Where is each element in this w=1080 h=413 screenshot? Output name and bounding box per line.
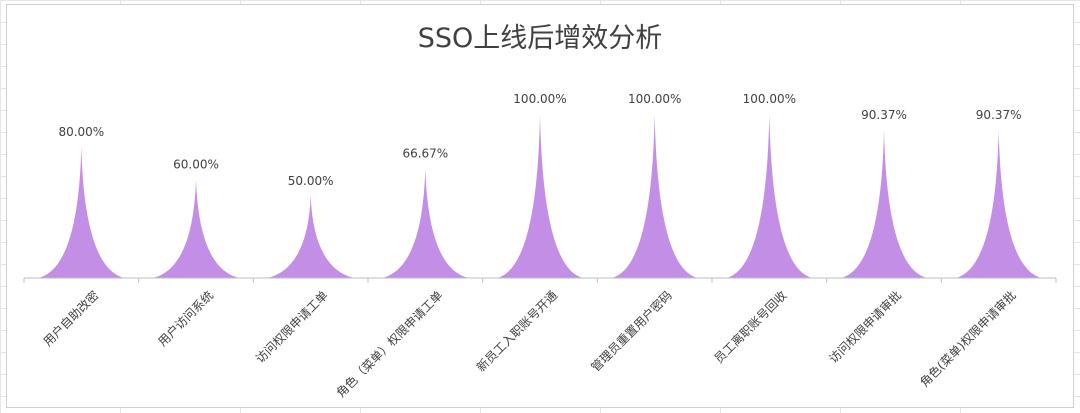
data-label: 90.37% <box>976 108 1022 122</box>
category-label: 访问权限申请工单 <box>253 288 331 366</box>
peak-bar[interactable] <box>38 146 125 278</box>
category-label: 访问权限申请审批 <box>826 288 904 366</box>
peak-series <box>38 114 1042 278</box>
peak-bar[interactable] <box>726 114 813 278</box>
peak-bar[interactable] <box>497 114 583 278</box>
data-label: 90.37% <box>861 108 907 122</box>
category-label: 角色(菜单)权限申请审批 <box>917 288 1019 390</box>
peak-bar[interactable] <box>382 168 469 278</box>
data-label: 100.00% <box>513 92 566 106</box>
data-label: 80.00% <box>58 125 104 139</box>
category-label: 用户自助改密 <box>40 288 102 350</box>
category-tick-labels: 用户自助改密 用户访问系统 访问权限申请工单 角色（菜单）权限申请工单 新员工入职账号开… <box>40 288 1019 400</box>
peak-bar[interactable] <box>611 114 698 278</box>
data-labels: 80.00% 60.00% 50.00% 66.67% 100.00% 100.00% 10… <box>58 92 1021 188</box>
peak-bar[interactable] <box>841 129 927 278</box>
data-label: 100.00% <box>743 92 796 106</box>
peak-bar[interactable] <box>267 196 354 278</box>
chart-title: SSO上线后增效分析 <box>417 23 663 54</box>
category-label: 角色（菜单）权限申请工单 <box>334 288 446 400</box>
category-label: 管理员重置用户密码 <box>588 288 675 375</box>
x-axis-ticks <box>23 278 1057 283</box>
data-label: 60.00% <box>173 158 219 172</box>
data-label: 100.00% <box>628 92 681 106</box>
peak-bar[interactable] <box>153 179 239 278</box>
category-label: 员工离职账号回收 <box>711 288 789 366</box>
data-label: 50.00% <box>288 174 334 188</box>
category-label: 用户访问系统 <box>155 288 217 350</box>
data-label: 66.67% <box>402 147 448 161</box>
peak-bar[interactable] <box>955 129 1042 278</box>
category-label: 新员工入职账号开通 <box>473 288 560 375</box>
